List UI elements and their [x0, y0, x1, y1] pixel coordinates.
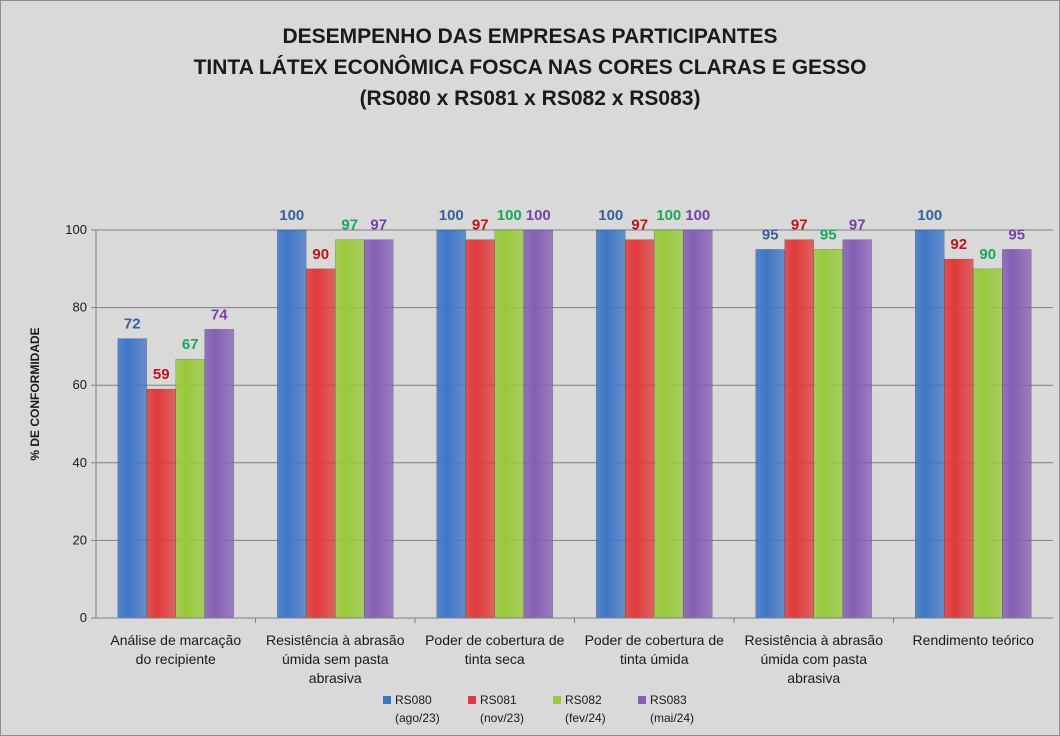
value-label: 97 [791, 217, 808, 234]
title-line-2: TINTA LÁTEX ECONÔMICA FOSCA NAS CORES CL… [193, 56, 867, 79]
value-label: 95 [1008, 226, 1025, 243]
legend-label: RS081 [480, 693, 517, 707]
value-label: 100 [598, 207, 623, 224]
value-label: 59 [153, 366, 170, 383]
x-category-label: Rendimento teórico [913, 632, 1035, 648]
legend: RS080 (ago/23) RS081 (nov/23) RS082 (fev/24) R… [383, 692, 723, 735]
y-tick-label: 20 [73, 532, 87, 547]
y-tick-label: 0 [80, 610, 87, 625]
bars [117, 229, 1032, 619]
bar-rs082 [653, 229, 684, 619]
bar-rs080 [117, 338, 148, 619]
x-category-label: úmida com pasta [760, 651, 867, 667]
legend-label: RS083 [650, 693, 687, 707]
legend-period: (ago/23) [395, 711, 440, 725]
x-category-label: Resistência à abrasão [744, 632, 883, 648]
bar-rs081 [943, 258, 974, 619]
bar-rs083 [363, 239, 394, 619]
value-label: 100 [917, 207, 942, 224]
legend-period: (mai/24) [650, 711, 695, 725]
x-category-label: do recipiente [136, 651, 216, 667]
value-label: 100 [685, 207, 710, 224]
bar-rs081 [305, 268, 336, 619]
bar-rs080 [595, 229, 626, 619]
legend-item-rs083: RS083 (mai/24) [638, 692, 728, 732]
bar-rs080 [276, 229, 307, 619]
legend-item-rs082: RS082 (fev/24) [553, 692, 643, 732]
x-category-label: Análise de marcação [110, 632, 241, 648]
legend-swatch [638, 696, 646, 704]
value-label: 95 [820, 226, 837, 243]
legend-period: (nov/23) [480, 711, 525, 725]
bar-rs080 [755, 249, 786, 619]
value-label: 92 [950, 236, 967, 253]
bar-rs082 [972, 268, 1003, 619]
bar-rs081 [624, 239, 655, 619]
legend-swatch [468, 696, 476, 704]
bar-rs080 [436, 229, 467, 619]
bar-rs080 [914, 229, 945, 619]
value-label: 100 [439, 207, 464, 224]
x-category-label: úmida sem pasta [282, 651, 389, 667]
category-labels: Análise de marcação do recipiente Resistên… [110, 632, 1034, 686]
value-label: 95 [762, 226, 779, 243]
axes: 0 20 40 60 80 100 [65, 222, 1053, 625]
y-tick-label: 60 [73, 377, 87, 392]
legend-item-rs080: RS080 (ago/23) [383, 692, 473, 732]
bar-rs082 [813, 249, 844, 619]
value-label: 97 [631, 217, 648, 234]
bar-rs081 [465, 239, 496, 619]
bar-rs083 [523, 229, 554, 619]
y-axis-title: % DE CONFORMIDADE [28, 327, 42, 460]
value-label: 100 [656, 207, 681, 224]
legend-period: (fev/24) [565, 711, 606, 725]
bar-rs083 [842, 239, 873, 619]
bar-rs082 [334, 239, 365, 619]
value-label: 97 [472, 217, 489, 234]
value-label: 90 [979, 246, 996, 263]
x-category-label: abrasiva [787, 670, 840, 686]
x-category-label: Resistência à abrasão [266, 632, 405, 648]
x-category-label: tinta seca [465, 651, 525, 667]
y-tick-label: 100 [65, 222, 87, 237]
value-label: 97 [370, 217, 387, 234]
legend-swatch [383, 696, 391, 704]
legend-label: RS082 [565, 693, 602, 707]
bar-rs082 [175, 358, 206, 619]
y-tick-label: 80 [73, 300, 87, 315]
value-label: 97 [849, 217, 866, 234]
bar-rs083 [1001, 249, 1032, 619]
legend-swatch [553, 696, 561, 704]
value-label: 100 [526, 207, 551, 224]
legend-label: RS080 [395, 693, 432, 707]
legend-item-rs081: RS081 (nov/23) [468, 692, 558, 732]
value-label: 67 [182, 336, 199, 353]
x-category-label: Poder de cobertura de [425, 632, 565, 648]
value-label: 97 [341, 217, 358, 234]
title-line-3: (RS080 x RS081 x RS082 x RS083) [359, 87, 701, 110]
value-label: 100 [279, 207, 304, 224]
title-line-1: DESEMPENHO DAS EMPRESAS PARTICIPANTES [282, 25, 778, 48]
gridlines [96, 229, 1053, 541]
value-label: 100 [497, 207, 522, 224]
x-category-label: Poder de cobertura de [585, 632, 725, 648]
x-category-label: tinta úmida [620, 651, 689, 667]
value-label: 74 [211, 306, 228, 323]
bar-rs081 [146, 388, 177, 619]
bar-rs081 [784, 239, 815, 619]
value-label: 90 [312, 246, 329, 263]
value-label: 72 [124, 316, 141, 333]
bar-rs082 [494, 229, 525, 619]
bar-rs083 [682, 229, 713, 619]
x-category-label: abrasiva [309, 670, 362, 686]
chart-title: DESEMPENHO DAS EMPRESAS PARTICIPANTES TI… [1, 21, 1059, 114]
y-tick-label: 40 [73, 455, 87, 470]
bar-rs083 [204, 329, 235, 619]
